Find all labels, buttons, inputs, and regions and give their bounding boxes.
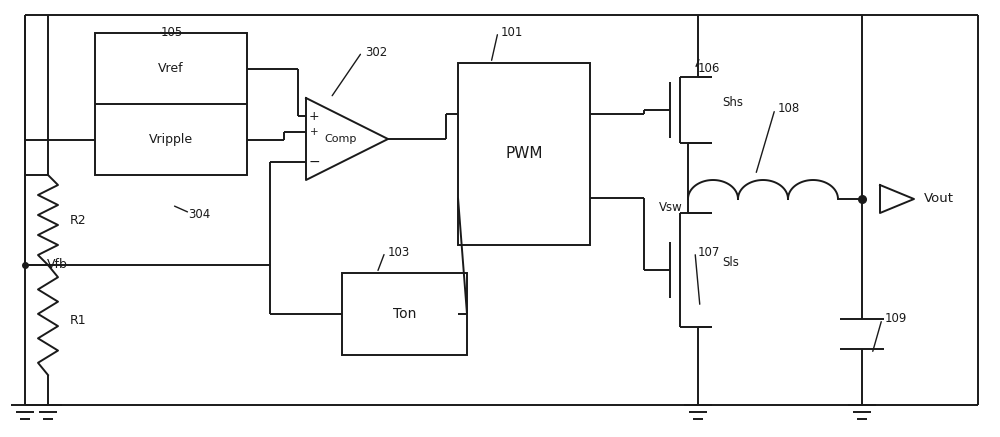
Text: 108: 108 bbox=[778, 103, 800, 115]
Text: Shs: Shs bbox=[722, 96, 743, 108]
Text: 103: 103 bbox=[388, 246, 410, 259]
Text: 109: 109 bbox=[885, 312, 907, 326]
Text: Vfb: Vfb bbox=[47, 259, 68, 271]
Text: 101: 101 bbox=[501, 25, 523, 38]
Text: Sls: Sls bbox=[722, 256, 739, 268]
Text: 302: 302 bbox=[365, 45, 387, 59]
Text: Vsw: Vsw bbox=[659, 201, 683, 214]
Text: −: − bbox=[308, 155, 320, 169]
Text: 106: 106 bbox=[698, 62, 720, 76]
Text: +: + bbox=[310, 127, 318, 137]
Text: R2: R2 bbox=[70, 214, 87, 226]
Text: 107: 107 bbox=[698, 246, 720, 259]
Text: Vref: Vref bbox=[158, 62, 184, 75]
Bar bbox=[95, 33, 247, 175]
Text: R1: R1 bbox=[70, 313, 87, 326]
Text: 304: 304 bbox=[188, 208, 210, 222]
Text: +: + bbox=[309, 110, 319, 123]
Bar bbox=[342, 273, 467, 355]
Text: Vripple: Vripple bbox=[149, 133, 193, 146]
Text: Ton: Ton bbox=[393, 307, 416, 321]
Text: 105: 105 bbox=[161, 25, 183, 38]
Bar bbox=[458, 63, 590, 245]
Text: Comp: Comp bbox=[324, 134, 357, 144]
Text: PWM: PWM bbox=[505, 146, 543, 162]
Text: Vout: Vout bbox=[924, 193, 954, 205]
